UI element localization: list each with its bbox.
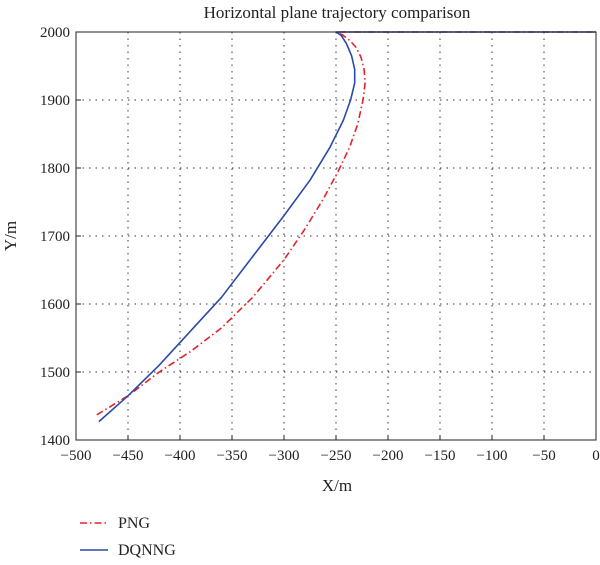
x-tick-label: −50 <box>532 448 555 464</box>
y-tick-label: 1700 <box>40 229 70 245</box>
y-tick-label: 2000 <box>40 25 70 41</box>
y-axis-label: Y/m <box>1 221 20 251</box>
tick-layer: −500 −450 −400 −350 −300 −250 −200 −150 −100 −50 0… <box>40 25 600 464</box>
series-line-png <box>96 31 596 416</box>
x-tick-label: −450 <box>113 448 144 464</box>
chart-title: Horizontal plane trajectory comparison <box>204 3 471 22</box>
y-tick-label: 1400 <box>40 433 70 449</box>
legend: PNG DQNNG <box>80 515 176 559</box>
legend-label-dqnng: DQNNG <box>118 542 176 559</box>
y-tick-label: 1900 <box>40 93 70 109</box>
x-tick-label: −150 <box>425 448 456 464</box>
x-axis-label: X/m <box>322 476 352 495</box>
legend-label-png: PNG <box>118 515 150 532</box>
x-tick-label: −100 <box>477 448 508 464</box>
x-tick-label: −250 <box>321 448 352 464</box>
y-tick-label: 1600 <box>40 297 70 313</box>
x-tick-label: 0 <box>592 448 600 464</box>
x-tick-label: −300 <box>269 448 300 464</box>
series-layer <box>96 31 596 423</box>
x-tick-label: −350 <box>217 448 248 464</box>
y-tick-label: 1500 <box>40 365 70 381</box>
x-tick-label: −200 <box>373 448 404 464</box>
grid-lines <box>76 32 596 440</box>
x-tick-label: −500 <box>61 448 92 464</box>
y-tick-label: 1800 <box>40 161 70 177</box>
x-tick-label: −400 <box>165 448 196 464</box>
